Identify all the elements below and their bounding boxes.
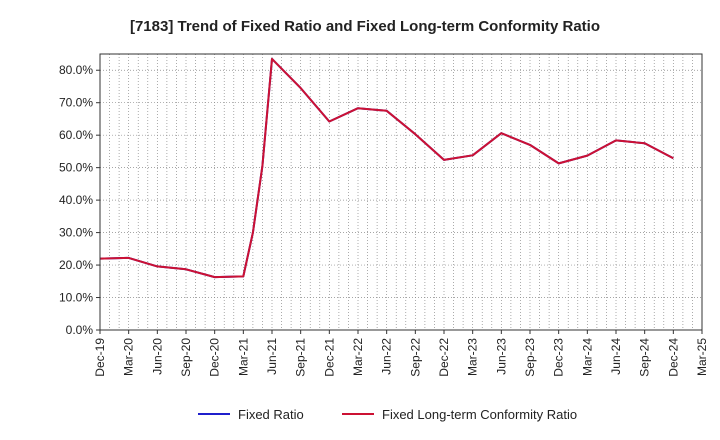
x-tick-label: Dec-22	[437, 338, 451, 377]
legend-label: Fixed Ratio	[238, 407, 304, 422]
x-tick-label: Mar-24	[580, 338, 594, 376]
legend-label: Fixed Long-term Conformity Ratio	[382, 407, 577, 422]
x-tick-label: Sep-21	[294, 338, 308, 377]
x-tick-label: Dec-23	[552, 338, 566, 377]
x-tick-label: Mar-21	[236, 338, 250, 376]
x-tick-label: Dec-24	[666, 338, 680, 377]
x-tick-label: Jun-24	[609, 338, 623, 375]
y-tick-label: 10.0%	[59, 291, 93, 305]
y-tick-label: 0.0%	[66, 323, 94, 337]
y-tick-label: 30.0%	[59, 226, 93, 240]
y-tick-label: 20.0%	[59, 258, 93, 272]
x-tick-label: Jun-20	[150, 338, 164, 375]
x-tick-label: Sep-24	[638, 338, 652, 377]
x-tick-label: Jun-22	[380, 338, 394, 375]
y-axis: 0.0% 10.0% 20.0% 30.0% 40.0% 50.0% 60.0% 70.0% 8…	[59, 63, 100, 337]
x-tick-label: Dec-19	[93, 338, 107, 377]
x-axis: Dec-19 Mar-20 Jun-20 Sep-20 Dec-20 Mar-21 Jun-…	[93, 330, 709, 377]
x-tick-label: Sep-22	[408, 338, 422, 377]
x-tick-label: Jun-23	[494, 338, 508, 375]
x-tick-label: Mar-25	[695, 338, 709, 376]
x-tick-label: Dec-20	[208, 338, 222, 377]
legend: Fixed Ratio Fixed Long-term Conformity Ra…	[198, 407, 577, 422]
x-tick-label: Sep-23	[523, 338, 537, 377]
x-tick-label: Sep-20	[179, 338, 193, 377]
series-lines	[99, 57, 674, 279]
y-tick-label: 80.0%	[59, 63, 93, 77]
plot-frame	[99, 53, 703, 331]
x-tick-label: Mar-23	[466, 338, 480, 376]
chart-title: [7183] Trend of Fixed Ratio and Fixed Lo…	[130, 18, 600, 35]
grid-lines	[100, 54, 702, 330]
x-tick-label: Dec-21	[322, 338, 336, 377]
x-tick-label: Jun-21	[265, 338, 279, 375]
y-tick-label: 60.0%	[59, 128, 93, 142]
x-tick-label: Mar-20	[122, 338, 136, 376]
y-tick-label: 40.0%	[59, 193, 93, 207]
series-line-2	[99, 57, 674, 279]
y-tick-label: 70.0%	[59, 96, 93, 110]
y-tick-label: 50.0%	[59, 161, 93, 175]
x-tick-label: Mar-22	[351, 338, 365, 376]
